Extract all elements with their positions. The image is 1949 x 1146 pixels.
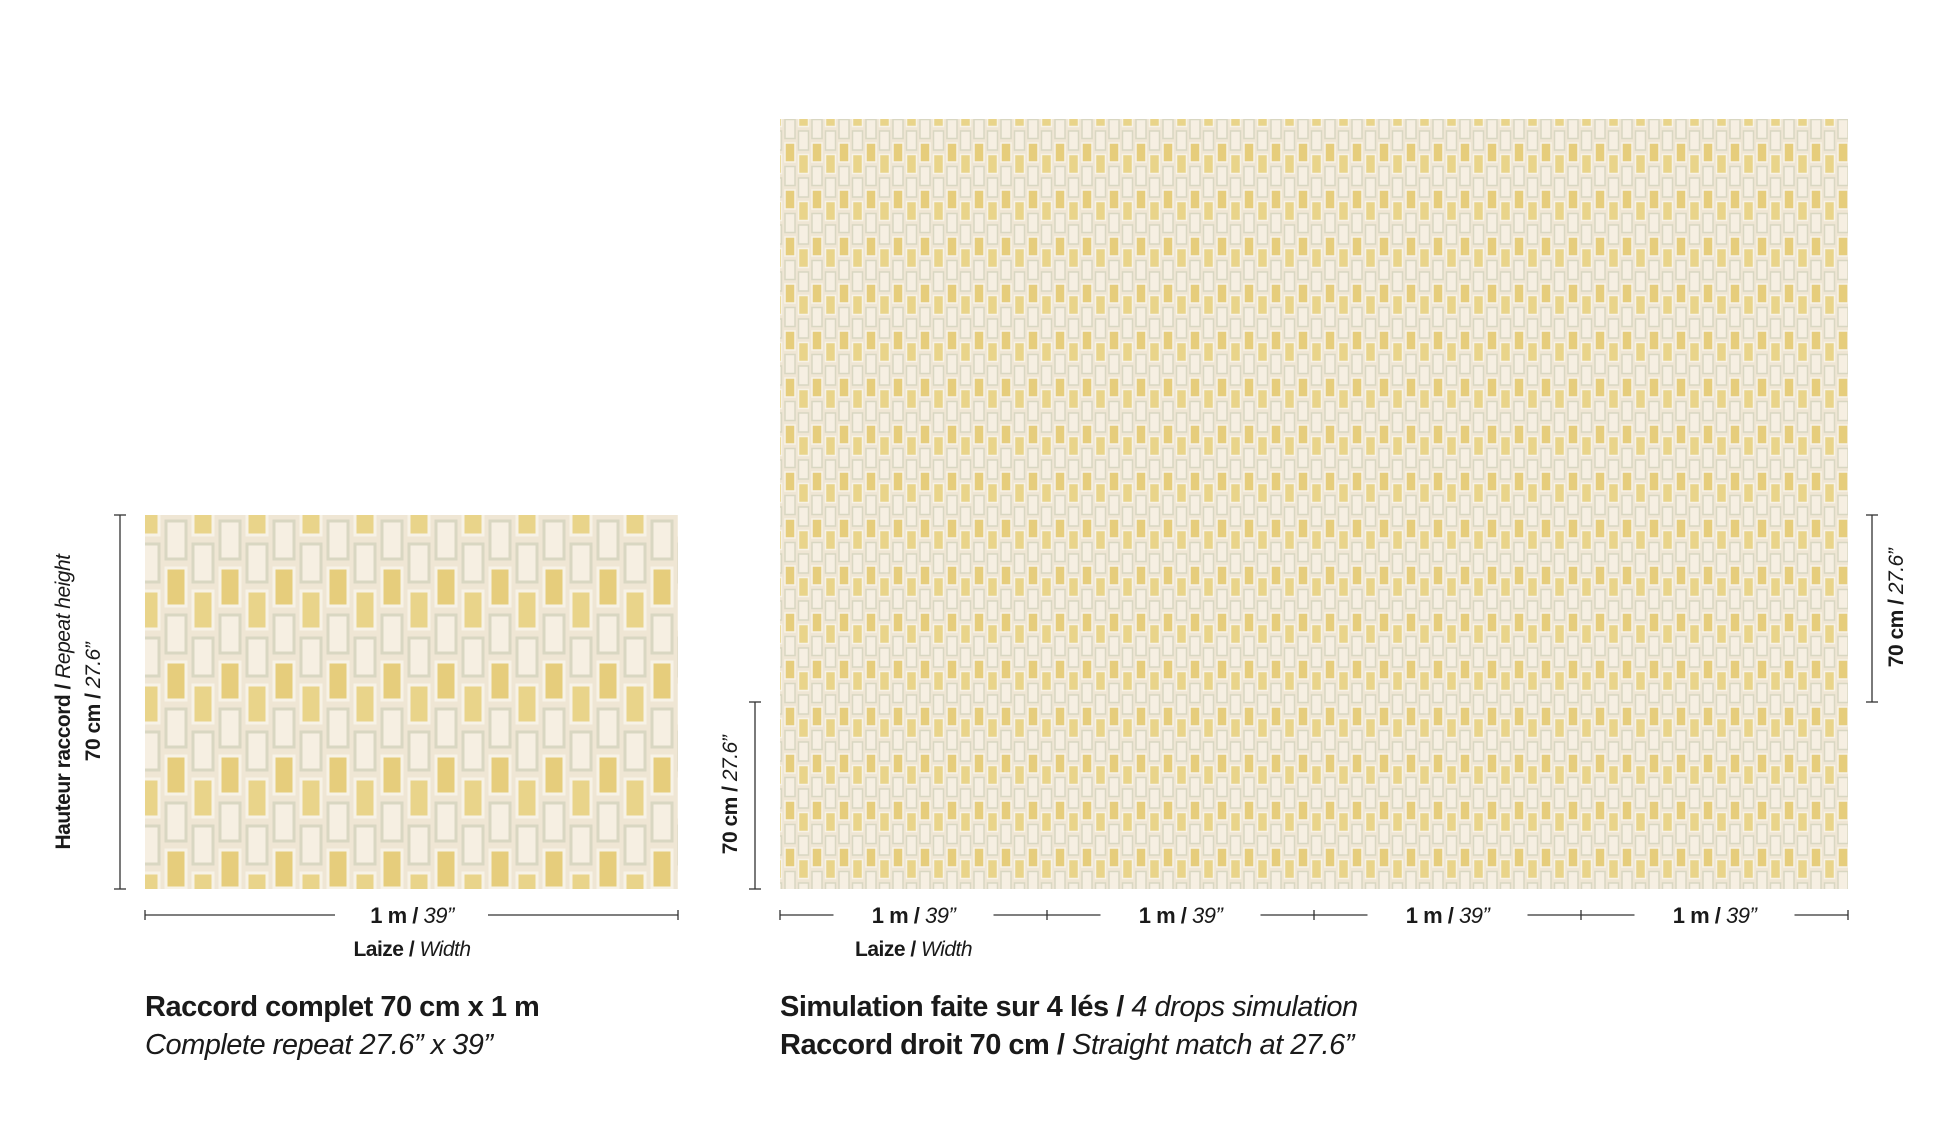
caption-2: Raccord droit 70 cm / Straight match at … <box>780 1029 1356 1061</box>
caption: Simulation faite sur 4 lés / 4 drops sim… <box>780 991 1358 1023</box>
drop-width: 1 m / 39” <box>1673 903 1759 928</box>
drop-width-metric: 1 m / <box>1406 903 1454 928</box>
width-label: Laize / Width <box>353 938 470 961</box>
width-dimension <box>144 910 679 920</box>
drop-width: 1 m / 39” <box>872 903 958 928</box>
drop-width-imperial: 39” <box>1192 903 1224 928</box>
drop-dimensions: 1 m / 39” 1 m / 39” 1 m / 39” 1 m / 39” <box>779 903 1849 928</box>
caption: Raccord complet 70 cm x 1 m <box>145 991 539 1023</box>
width-value: 1 m / 39” <box>370 903 456 928</box>
drop-width-imperial: 39” <box>1459 903 1491 928</box>
height-dimension-left <box>749 701 761 890</box>
caption-en: Complete repeat 27.6” x 39” <box>145 1029 494 1061</box>
width-label: Laize / Width <box>855 938 972 961</box>
pattern-simulation <box>780 119 1848 889</box>
height-value-left: 70 cm / 27.6” <box>719 734 742 854</box>
drop-width-metric: 1 m / <box>1139 903 1187 928</box>
height-value: 70 cm / 27.6” <box>82 641 105 761</box>
drop-width-metric: 1 m / <box>1673 903 1721 928</box>
height-label: Hauteur raccord / Repeat height <box>52 553 75 850</box>
drop-width-imperial: 39” <box>925 903 957 928</box>
drop-width-imperial: 39” <box>1726 903 1758 928</box>
height-dimension <box>114 514 126 890</box>
drop-width-metric: 1 m / <box>872 903 920 928</box>
drop-width: 1 m / 39” <box>1406 903 1492 928</box>
height-value-right: 70 cm / 27.6” <box>1885 547 1908 667</box>
height-dimension-right <box>1866 514 1878 703</box>
pattern-sample <box>145 515 678 889</box>
drop-width: 1 m / 39” <box>1139 903 1225 928</box>
